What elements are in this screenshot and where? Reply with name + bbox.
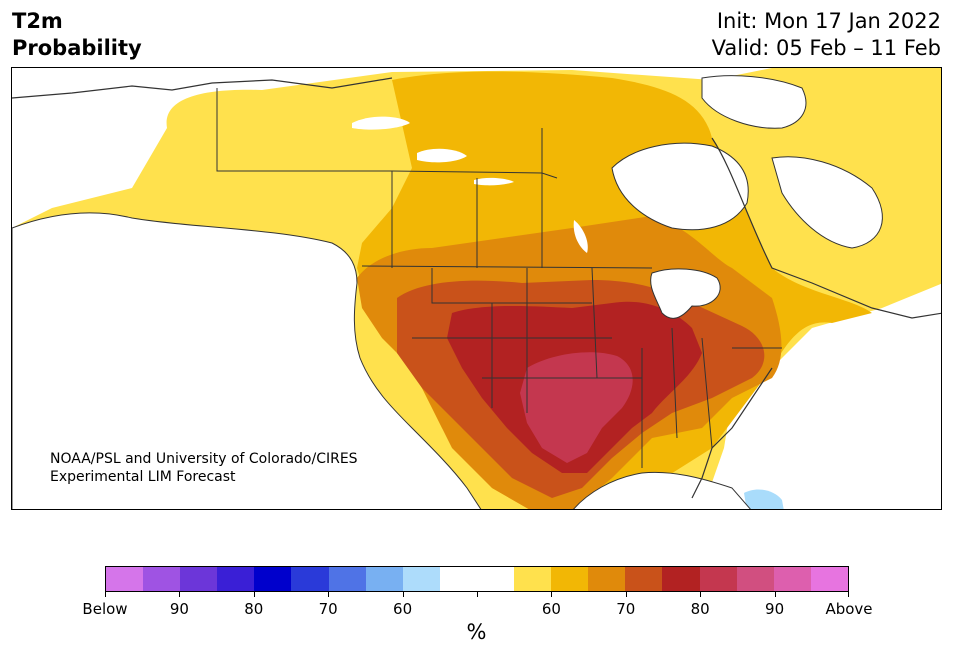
colorbar-segment [662,567,700,591]
map-title: T2m Probability [12,8,142,62]
colorbar-segment [180,567,218,591]
colorbar-tick-label: 80 [244,600,264,618]
colorbar-tick-label: 80 [690,600,710,618]
colorbar-segment [625,567,663,591]
labrador-north [771,156,883,249]
colorbar-segment [439,567,477,591]
colorbar-segment [254,567,292,591]
colorbar [105,566,849,592]
coastline [12,77,941,499]
colorbar-segment [514,567,552,591]
great-lakes [650,268,721,319]
title-line-1: T2m [12,9,63,33]
map-credit: NOAA/PSL and University of Colorado/CIRE… [50,450,358,486]
credit-line-1: NOAA/PSL and University of Colorado/CIRE… [50,451,358,467]
title-line-2: Probability [12,36,142,60]
colorbar-tick [848,592,849,597]
colorbar-segment [217,567,255,591]
colorbar-tick [700,592,702,597]
colorbar-tick-label: 70 [616,600,636,618]
colorbar-segment [328,567,366,591]
lake-athabasca [474,177,514,186]
colorbar-tick [477,592,478,597]
colorbar-tick [402,592,404,597]
colorbar-tick-label: Above [825,600,873,618]
baffin-region [701,75,807,129]
forecast-dates: Init: Mon 17 Jan 2022 Valid: 05 Feb – 11… [712,8,941,62]
colorbar-segment [699,567,737,591]
colorbar-segment [106,567,144,591]
great-bear-lake [352,116,410,130]
colorbar-segment [476,567,515,591]
colorbar-tick-label: 90 [765,600,785,618]
colorbar-tick [253,592,255,597]
colorbar-tick [774,592,776,597]
colorbar-segment [143,567,181,591]
lake-winnipeg [573,220,588,253]
pacific-ocean [12,212,482,509]
colorbar-ticks: Below 90 80 70 60 60 70 80 90 Above [82,592,873,618]
colorbar-tick-label: 70 [318,600,338,618]
gulf-of-mexico [573,471,751,509]
region-prob-80-85 [520,352,633,463]
forecast-map: NOAA/PSL and University of Colorado/CIRE… [11,67,942,510]
region-below-50-60 [744,489,784,509]
colorbar-tick [625,592,627,597]
colorbar-segment [365,567,403,591]
colorbar-tick [105,592,106,597]
colorbar-segment [773,567,811,591]
hudson-bay [611,142,749,231]
colorbar-segment [402,567,440,591]
political-borders [216,88,782,468]
map-canvas [12,68,941,509]
colorbar-segment [810,567,848,591]
valid-date: Valid: 05 Feb – 11 Feb [711,36,941,60]
colorbar-segment [291,567,329,591]
great-slave-lake [417,148,467,163]
colorbar-tick-label: 60 [541,600,561,618]
colorbar-tick [328,592,330,597]
colorbar-unit: % [466,620,487,644]
colorbar-tick-label: 60 [393,600,413,618]
colorbar-tick-label: Below [82,600,128,618]
colorbar-segment [736,567,774,591]
credit-line-2: Experimental LIM Forecast [50,469,236,485]
colorbar-tick [179,592,181,597]
colorbar-tick [551,592,553,597]
colorbar-segment [551,567,589,591]
colorbar-tick-label: 90 [169,600,189,618]
init-date: Init: Mon 17 Jan 2022 [716,9,941,33]
colorbar-segment [588,567,626,591]
